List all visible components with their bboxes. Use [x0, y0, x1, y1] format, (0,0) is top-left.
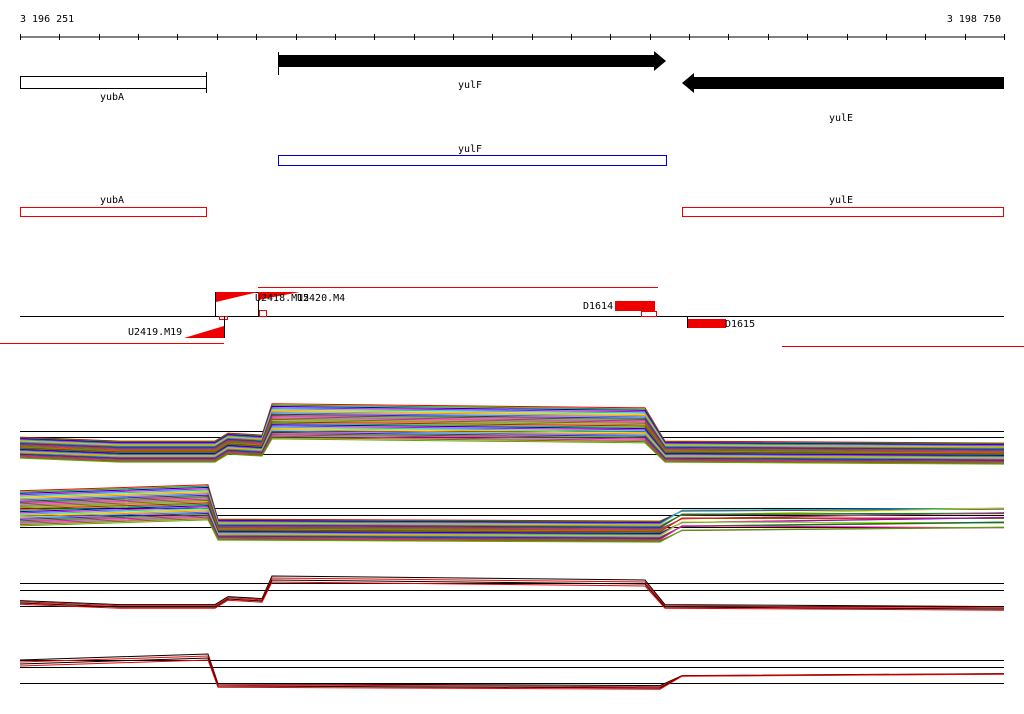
- probe-tick: [219, 316, 228, 320]
- expression-trace: [19, 508, 1005, 537]
- expression-trace: [19, 438, 1005, 465]
- gene-label: yulE: [829, 113, 853, 124]
- expression-trace: [19, 575, 1005, 608]
- probe-label: U2420.M4: [297, 293, 345, 304]
- gene-box: [682, 207, 1004, 217]
- ruler-start: 3 196 251: [20, 14, 74, 25]
- expression-trace: [19, 581, 1005, 611]
- probe-tick: [259, 310, 267, 317]
- expression-panels: [19, 403, 1005, 690]
- expression-trace: [19, 489, 1005, 525]
- gene-label: yubA: [100, 195, 124, 206]
- expression-trace: [19, 495, 1005, 529]
- probe-tick: [641, 311, 657, 317]
- gene-box: [20, 76, 207, 89]
- probe-label: U2419.M19: [128, 327, 182, 338]
- gene-label: yulE: [829, 195, 853, 206]
- expression-trace: [19, 502, 1004, 533]
- expression-trace: [19, 506, 1005, 535]
- expression-trace: [19, 519, 1005, 543]
- expression-trace: [19, 653, 1005, 687]
- probe-label: D1614: [583, 301, 613, 312]
- expression-trace: [19, 659, 1005, 690]
- probe-label: U2418.M15: [255, 293, 309, 304]
- expression-trace: [19, 579, 1005, 610]
- expression-trace: [19, 577, 1005, 609]
- probe-marker: [258, 292, 300, 300]
- ruler-ticks: [20, 34, 1005, 40]
- gene-arrow: [682, 73, 1004, 93]
- probe-marker: [184, 326, 224, 338]
- probe-box: [687, 319, 726, 328]
- gene-arrow: [278, 51, 666, 71]
- gene-box: [278, 155, 667, 166]
- probe-label: D1615: [725, 319, 755, 330]
- gene-label: yulF: [458, 80, 482, 91]
- gene-box: [20, 207, 207, 217]
- gene-label: yubA: [100, 92, 124, 103]
- ruler-end: 3 198 750: [947, 14, 1001, 25]
- expression-trace: [19, 514, 1005, 540]
- probe-marker: [216, 292, 258, 302]
- probe-box: [615, 301, 655, 311]
- expression-trace: [19, 515, 1005, 541]
- gene-label: yulF: [458, 144, 482, 155]
